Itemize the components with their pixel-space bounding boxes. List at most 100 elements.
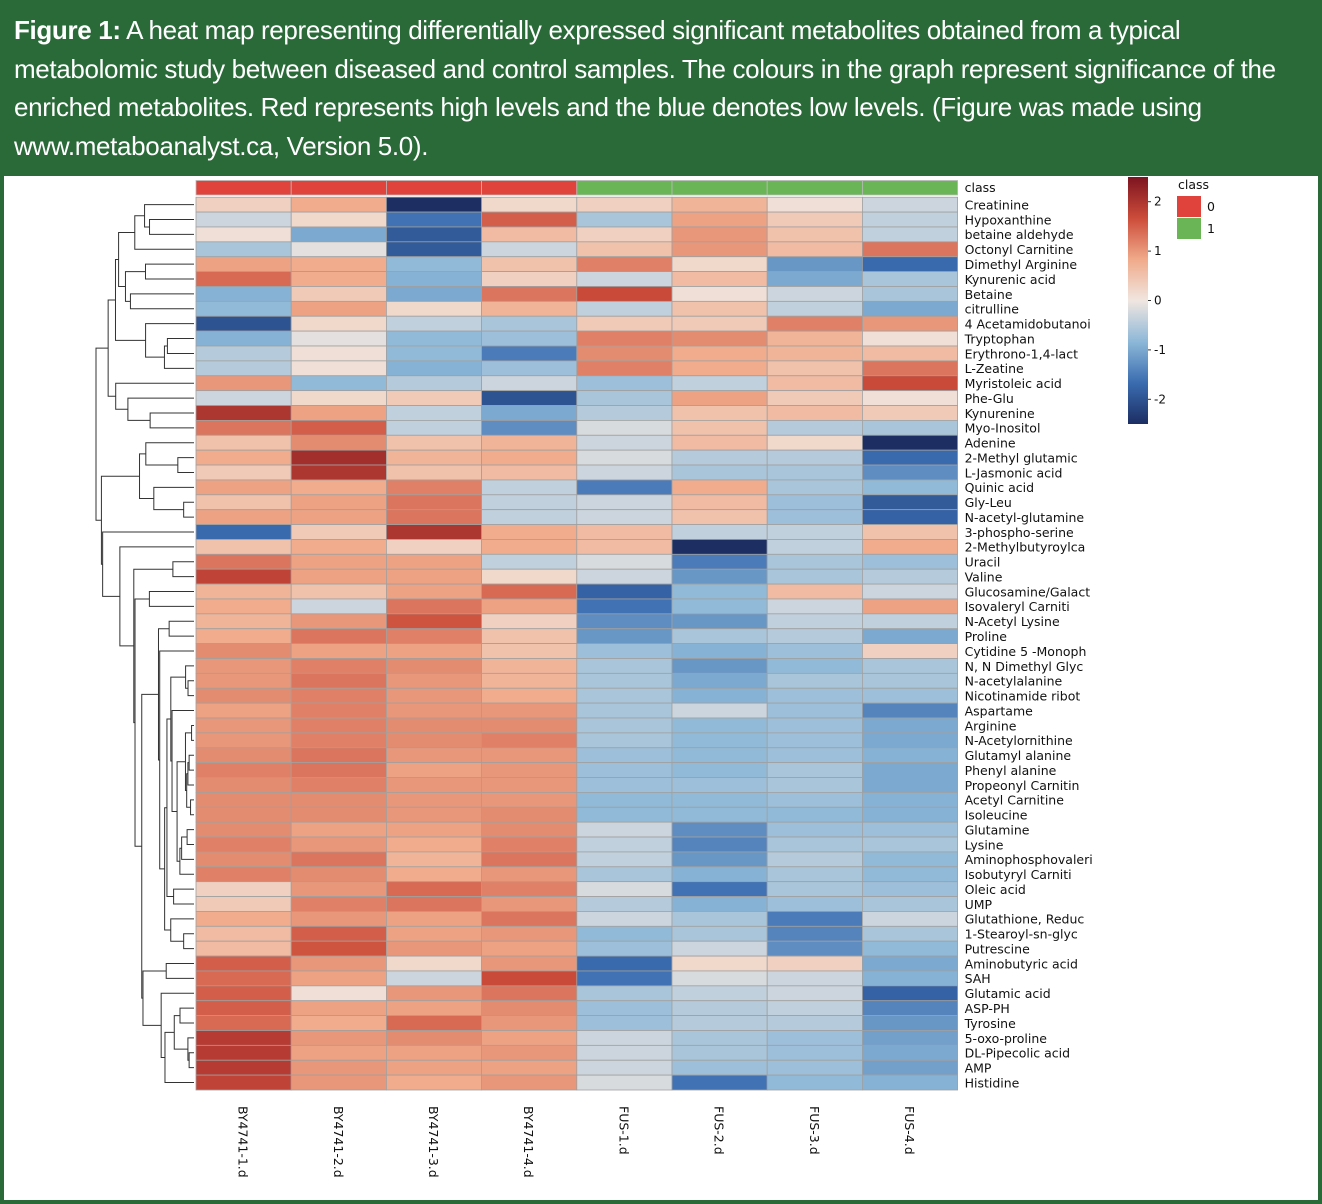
cell-5-oxo-proline-fus-3-d	[766, 1030, 863, 1046]
row-label-isoleucine: Isoleucine	[965, 808, 1028, 823]
class-legend-label-1: 1	[1207, 221, 1215, 236]
row-label-dl-pipecolic-acid: DL-Pipecolic acid	[965, 1046, 1071, 1061]
row-label-n-acetyl-glutamine: N-acetyl-glutamine	[965, 510, 1085, 525]
cell-erythrono-1-4-lact-fus-4-d	[862, 345, 959, 362]
class-legend: class 0 1	[1177, 177, 1215, 239]
cell-glutamine-by4741-4-d	[481, 821, 578, 838]
cell-quinic-acid-fus-4-d	[862, 479, 959, 496]
cell-isoleucine-by4741-3-d	[385, 806, 482, 823]
row-label-quinic-acid: Quinic acid	[965, 480, 1034, 495]
cell-kynurenine-by4741-4-d	[481, 405, 578, 421]
class-cell-by4741-4-d	[481, 180, 578, 196]
dendrogram-branch	[102, 531, 194, 597]
cell-glutathione-reduc-fus-2-d	[671, 911, 768, 927]
cell-gly-leu-fus-4-d	[862, 494, 959, 511]
cell-myo-inositol-by4741-1-d	[195, 419, 292, 436]
row-label-glutathione-reduc: Glutathione, Reduc	[965, 912, 1085, 927]
row-label-l-zeatine: L-Zeatine	[965, 361, 1024, 376]
col-label-fus-3-d: FUS-3.d	[807, 1106, 822, 1155]
cell-cytidine-5-monoph-fus-3-d	[766, 643, 863, 659]
cell-myo-inositol-fus-2-d	[671, 419, 768, 436]
cell-4-acetamidobutanoi-fus-4-d	[862, 315, 959, 332]
dendrogram-branch	[188, 1052, 194, 1069]
dendrogram-branch	[149, 219, 194, 235]
cell-cytidine-5-monoph-by4741-1-d	[195, 643, 292, 659]
cell-n-acetylornithine-by4741-3-d	[385, 732, 482, 749]
cell-gly-leu-fus-2-d	[671, 494, 768, 511]
cell-2-methyl-glutamic-by4741-4-d	[481, 449, 578, 466]
dendrogram-branch	[183, 933, 194, 950]
dendrogram-branch	[144, 263, 194, 280]
cell-glutathione-reduc-fus-3-d	[766, 911, 863, 927]
cell-n-acetyl-glutamine-by4741-2-d	[290, 509, 387, 525]
cell-kynurenic-acid-fus-1-d	[576, 271, 673, 287]
cell-dl-pipecolic-acid-fus-4-d	[862, 1044, 959, 1061]
cell-asp-ph-by4741-4-d	[481, 1000, 578, 1016]
cell-betaine-aldehyde-fus-2-d	[671, 226, 768, 243]
row-label-histidine: Histidine	[965, 1075, 1020, 1090]
cell-oleic-acid-by4741-3-d	[385, 881, 482, 897]
cell-glucosamine-galact-fus-3-d	[766, 583, 863, 600]
row-label-betaine: Betaine	[965, 287, 1013, 302]
cell-putrescine-fus-4-d	[862, 940, 959, 957]
cell-quinic-acid-by4741-4-d	[481, 479, 578, 496]
cell-3-phospho-serine-by4741-4-d	[481, 524, 578, 540]
cell-n-acetyl-glutamine-fus-2-d	[671, 509, 768, 525]
cell-putrescine-by4741-4-d	[481, 940, 578, 957]
cell-5-oxo-proline-by4741-1-d	[195, 1030, 292, 1046]
cell-betaine-aldehyde-fus-1-d	[576, 226, 673, 243]
dendrogram-branch	[177, 457, 194, 473]
cell-2-methylbutyroylca-by4741-2-d	[290, 539, 387, 555]
cell-aspartame-by4741-4-d	[481, 702, 578, 719]
cell-aspartame-by4741-2-d	[290, 702, 387, 719]
cell-propeonyl-carnitin-by4741-3-d	[385, 777, 482, 793]
cell-3-phospho-serine-fus-2-d	[671, 524, 768, 540]
cell-lysine-by4741-1-d	[195, 836, 292, 853]
cell-propeonyl-carnitin-fus-4-d	[862, 777, 959, 793]
cell-aminophosphovaleri-fus-2-d	[671, 851, 768, 868]
class-cell-by4741-3-d	[385, 180, 482, 196]
cell-aminophosphovaleri-by4741-4-d	[481, 851, 578, 868]
cell-isobutyryl-carniti-fus-3-d	[766, 866, 863, 883]
row-label-1-stearoyl-sn-glyc: 1-Stearoyl-sn-glyc	[965, 927, 1078, 942]
cell-betaine-aldehyde-fus-4-d	[862, 226, 959, 243]
cell-amp-fus-3-d	[766, 1059, 863, 1076]
figure-caption: Figure 1: A heat map representing differ…	[4, 4, 1318, 176]
cell-aminophosphovaleri-by4741-3-d	[385, 851, 482, 868]
cell-3-phospho-serine-fus-3-d	[766, 524, 863, 540]
cell-octonyl-carnitine-fus-3-d	[766, 241, 863, 258]
cell-oleic-acid-by4741-2-d	[290, 881, 387, 897]
cell-quinic-acid-fus-3-d	[766, 479, 863, 496]
row-label-valine: Valine	[965, 569, 1003, 584]
dendrogram-branch	[95, 347, 109, 521]
col-label-by4741-1-d: BY4741-1.d	[236, 1106, 251, 1178]
dendrogram-branch	[149, 412, 194, 429]
cell-sah-fus-1-d	[576, 970, 673, 987]
class-cell-fus-2-d	[671, 180, 768, 196]
cell-creatinine-by4741-4-d	[481, 196, 578, 213]
cell-glucosamine-galact-fus-4-d	[862, 583, 959, 600]
cell-tryptophan-fus-1-d	[576, 330, 673, 347]
cell-n-acetylalanine-fus-3-d	[766, 672, 863, 689]
cell-acetyl-carnitine-by4741-2-d	[290, 792, 387, 808]
cell-cytidine-5-monoph-fus-2-d	[671, 643, 768, 659]
class-cell-fus-3-d	[766, 180, 863, 196]
dendrogram-branch	[190, 799, 194, 816]
cell-n-acetylalanine-by4741-2-d	[290, 672, 387, 689]
cell-sah-by4741-3-d	[385, 970, 482, 987]
cell-erythrono-1-4-lact-by4741-3-d	[385, 345, 482, 362]
cell-hypoxanthine-fus-2-d	[671, 211, 768, 228]
cell-glutamic-acid-fus-1-d	[576, 985, 673, 1002]
cell-myristoleic-acid-fus-1-d	[576, 375, 673, 392]
cell-amp-by4741-1-d	[195, 1059, 292, 1076]
cell-tryptophan-by4741-4-d	[481, 330, 578, 347]
dendrogram-branch	[179, 1007, 194, 1024]
cell-myo-inositol-by4741-2-d	[290, 419, 387, 436]
cell-n-acetyl-lysine-by4741-3-d	[385, 613, 482, 630]
cell-sah-by4741-1-d	[195, 970, 292, 987]
cell-dl-pipecolic-acid-fus-3-d	[766, 1044, 863, 1061]
cell-glutamine-by4741-3-d	[385, 821, 482, 838]
cell-kynurenic-acid-by4741-2-d	[290, 271, 387, 287]
col-label-by4741-4-d: BY4741-4.d	[521, 1106, 536, 1178]
